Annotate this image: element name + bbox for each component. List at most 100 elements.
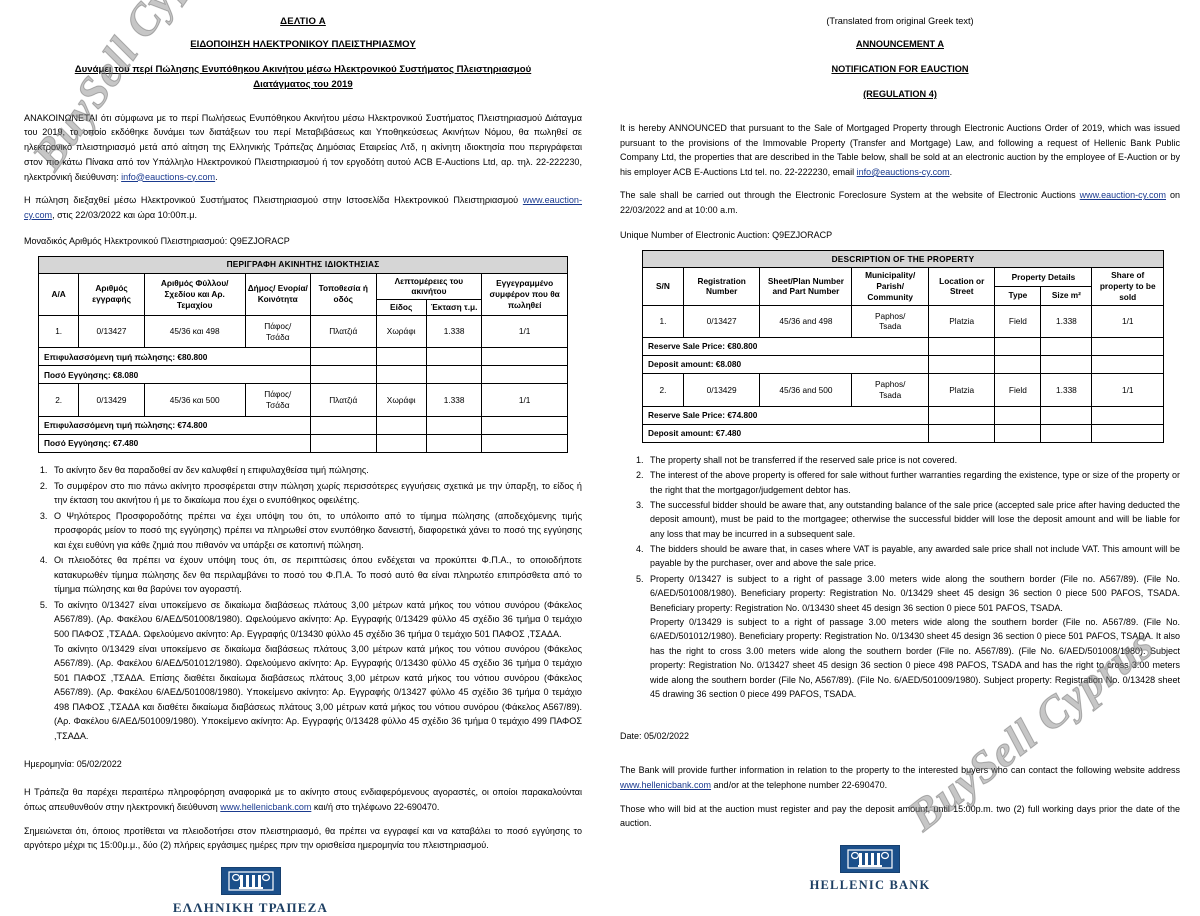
blank-cell: [481, 416, 568, 435]
greek-term5-paragraph-1: Το ακίνητο 0/13427 είναι υποκείμενο σε δ…: [54, 599, 582, 640]
blank-cell: [375, 416, 427, 435]
greek-cell-sheet-1: 45/36 και 498: [143, 314, 246, 349]
english-cell-registration-1: 0/13427: [682, 304, 761, 339]
greek-tail1-b: και/ή στο τηλέφωνο 22-690470.: [311, 801, 440, 812]
blank-cell: [1040, 337, 1093, 357]
greek-registration-notice: Σημειώνεται ότι, όποιος προτίθεται να πλ…: [24, 825, 582, 851]
table-row: 1. 0/13427 45/36 and 498 Paphos/Tsada Pl…: [642, 304, 1164, 339]
blank-cell: [425, 365, 483, 385]
english-heading-announcement: ANNOUNCEMENT A: [856, 39, 944, 49]
hellenic-bank-column-icon: [840, 844, 900, 873]
greek-cell-sn-1: 1.: [37, 314, 80, 349]
english-th-type: Type: [994, 285, 1042, 306]
blank-cell: [375, 347, 427, 367]
greek-cell-deposit-1: Ποσό Εγγύησης: €8.080: [37, 365, 312, 385]
greek-th-type: Είδος: [375, 299, 427, 316]
english-cell-sheet-1: 45/36 and 498: [759, 304, 853, 339]
english-bank-info-paragraph: The Bank will provide further informatio…: [620, 763, 1180, 792]
english-unique-auction-number: Unique Number of Electronic Auction: Q9E…: [620, 230, 833, 241]
greek-para2-text-b: , στις 22/03/2022 και ώρα 10:00π.μ.: [52, 210, 197, 221]
english-cell-location-1: Platzia: [928, 304, 996, 339]
english-heading-notification: NOTIFICATION FOR EAUCTION: [831, 64, 969, 74]
greek-cell-municipality-2-l1: Πάφος/: [264, 389, 292, 400]
table-reserve-row: Reserve Sale Price: €74.800: [641, 405, 1164, 425]
list-item: Ο Ψηλότερος Προσφοροδότης πρέπει να έχει…: [50, 509, 582, 553]
blank-cell: [928, 355, 996, 375]
english-cell-municipality-2: Paphos/Tsada: [851, 373, 930, 407]
english-cell-municipality-2-l2: Tsada: [879, 389, 902, 400]
english-column: (Translated from original Greek text) AN…: [600, 0, 1200, 892]
table-header-row-2: Type Size m²: [643, 285, 1164, 306]
greek-cell-share-2: 1/1: [481, 383, 568, 417]
greek-subtitle-line1: Δυνάμει του περί Πώλησης Ενυπόθηκου Ακιν…: [74, 64, 532, 75]
english-cell-type-2: Field: [994, 373, 1042, 407]
blank-cell: [1091, 423, 1164, 443]
table-deposit-row: Ποσό Εγγύησης: €7.480: [37, 434, 568, 453]
greek-unique-auction-number: Μοναδικός Αριθμός Ηλεκτρονικού Πλειστηρι…: [24, 235, 290, 246]
blank-cell: [1040, 355, 1093, 375]
blank-cell: [310, 434, 377, 453]
english-paragraph-announcement: It is hereby ANNOUNCED that pursuant to …: [620, 121, 1180, 179]
document-page: ΔΕΛΤΙΟ Α ΕΙΔΟΠΟΙΗΣΗ ΗΛΕΚΤΡΟΝΙΚΟΥ ΠΛΕΙΣΤΗ…: [0, 0, 1200, 826]
english-cell-municipality-2-l1: Paphos/: [874, 379, 906, 390]
english-registration-notice: Those who will bid at the auction must r…: [620, 803, 1180, 829]
english-email-link[interactable]: info@eauctions-cy.com: [856, 166, 950, 177]
english-cell-registration-2: 0/13429: [682, 373, 761, 407]
greek-cell-municipality-1-l1: Πάφος/: [264, 320, 292, 331]
english-table-wrapper: DESCRIPTION OF THE PROPERTY S/N Registra…: [620, 250, 1180, 443]
greek-cell-registration-2: 0/13429: [78, 383, 145, 417]
table-title-row: DESCRIPTION OF THE PROPERTY: [642, 250, 1164, 269]
greek-cell-municipality-1: Πάφος/Τσάδα: [244, 314, 312, 349]
english-auction-website-link[interactable]: www.eauction-cy.com: [1079, 190, 1167, 201]
greek-cell-sheet-2: 45/36 και 500: [143, 383, 246, 417]
greek-bank-website-link[interactable]: www.hellenicbank.com: [220, 801, 312, 812]
greek-cell-type-1: Χωράφι: [375, 314, 427, 349]
greek-tail1-a: Η Τράπεζα θα παρέχει περαιτέρω πληροφόρη…: [24, 787, 582, 812]
greek-bank-info-paragraph: Η Τράπεζα θα παρέχει περαιτέρω πληροφόρη…: [24, 785, 582, 814]
list-item: Το συμφέρον στο πιο πάνω ακίνητο προσφέρ…: [50, 479, 582, 508]
table-row: 1. 0/13427 45/36 και 498 Πάφος/Τσάδα Πλα…: [37, 314, 568, 349]
english-cell-deposit-1: Deposit amount: €8.080: [641, 355, 930, 375]
english-cell-type-1: Field: [994, 304, 1042, 339]
english-bank-website-link[interactable]: www.hellenicbank.com: [620, 779, 712, 790]
english-cell-municipality-1-l2: Tsada: [879, 321, 902, 332]
blank-cell: [1091, 355, 1164, 375]
greek-cell-reserve-1: Επιφυλασσόμενη τιμή πώλησης: €80.800: [37, 347, 312, 367]
greek-th-location: Τοποθεσία ή οδός: [310, 272, 377, 316]
blank-cell: [928, 337, 996, 357]
greek-bank-logo: ΕΛΛΗΝΙΚΗ ΤΡΑΠΕΖΑ: [24, 866, 477, 916]
english-date: Date: 05/02/2022: [620, 731, 690, 742]
english-para1-text-b: .: [949, 166, 953, 177]
blank-cell: [994, 355, 1042, 375]
english-cell-share-2: 1/1: [1091, 373, 1164, 407]
list-item: Property 0/13427 is subject to a right o…: [646, 572, 1180, 702]
greek-auction-website-link[interactable]: www.eauction-cy.com: [24, 195, 582, 221]
list-item: The bidders should be aware that, in cas…: [646, 542, 1180, 571]
english-table-title: DESCRIPTION OF THE PROPERTY: [642, 250, 1164, 269]
greek-cell-municipality-1-l2: Τσάδα: [266, 331, 290, 342]
greek-subtitle-line2: Διατάγματος του 2019: [253, 78, 353, 90]
english-bank-logo: HELLENIC BANK: [620, 844, 1120, 893]
greek-term5-paragraph-2: Το ακίνητο 0/13429 είναι υποκείμενο σε δ…: [54, 643, 582, 741]
greek-paragraph-sale: Η πώληση διεξαχθεί μέσω Ηλεκτρονικού Συσ…: [24, 193, 582, 222]
greek-th-registration: Αριθμός εγγραφής: [78, 272, 145, 316]
english-th-share: Share of property to be sold: [1091, 267, 1164, 306]
blank-cell: [994, 337, 1042, 357]
english-cell-sn-1: 1.: [642, 304, 684, 339]
blank-cell: [1040, 423, 1093, 443]
greek-cell-registration-1: 0/13427: [78, 314, 145, 349]
greek-email-link[interactable]: info@eauctions-cy.com: [121, 171, 216, 182]
english-cell-deposit-2: Deposit amount: €7.480: [641, 423, 930, 443]
list-item: Το ακίνητο 0/13427 είναι υποκείμενο σε δ…: [50, 598, 582, 743]
greek-cell-municipality-2-l2: Τσάδα: [266, 400, 290, 411]
blank-cell: [425, 416, 483, 435]
greek-table-title: ΠΕΡΙΓΡΑΦΗ ΑΚΙΝΗΤΗΣ ΙΔΙΟΚΤΗΣΙΑΣ: [38, 255, 568, 274]
blank-cell: [310, 416, 377, 435]
greek-cell-share-1: 1/1: [481, 314, 568, 349]
list-item: Το ακίνητο δεν θα παραδοθεί αν δεν καλυφ…: [50, 463, 582, 478]
greek-para1-text-a: ΑΝΑΚΟΙΝΩΝΕΤΑΙ ότι σύμφωνα με το περί Πωλ…: [24, 112, 582, 182]
english-para1-text-a: It is hereby ANNOUNCED that pursuant to …: [620, 123, 1180, 177]
table-row: 2. 0/13429 45/36 και 500 Πάφος/Τσάδα Πλα…: [37, 383, 568, 417]
table-row: 2. 0/13429 45/36 and 500 Paphos/Tsada Pl…: [642, 373, 1164, 407]
english-cell-municipality-1: Paphos/Tsada: [851, 304, 930, 339]
